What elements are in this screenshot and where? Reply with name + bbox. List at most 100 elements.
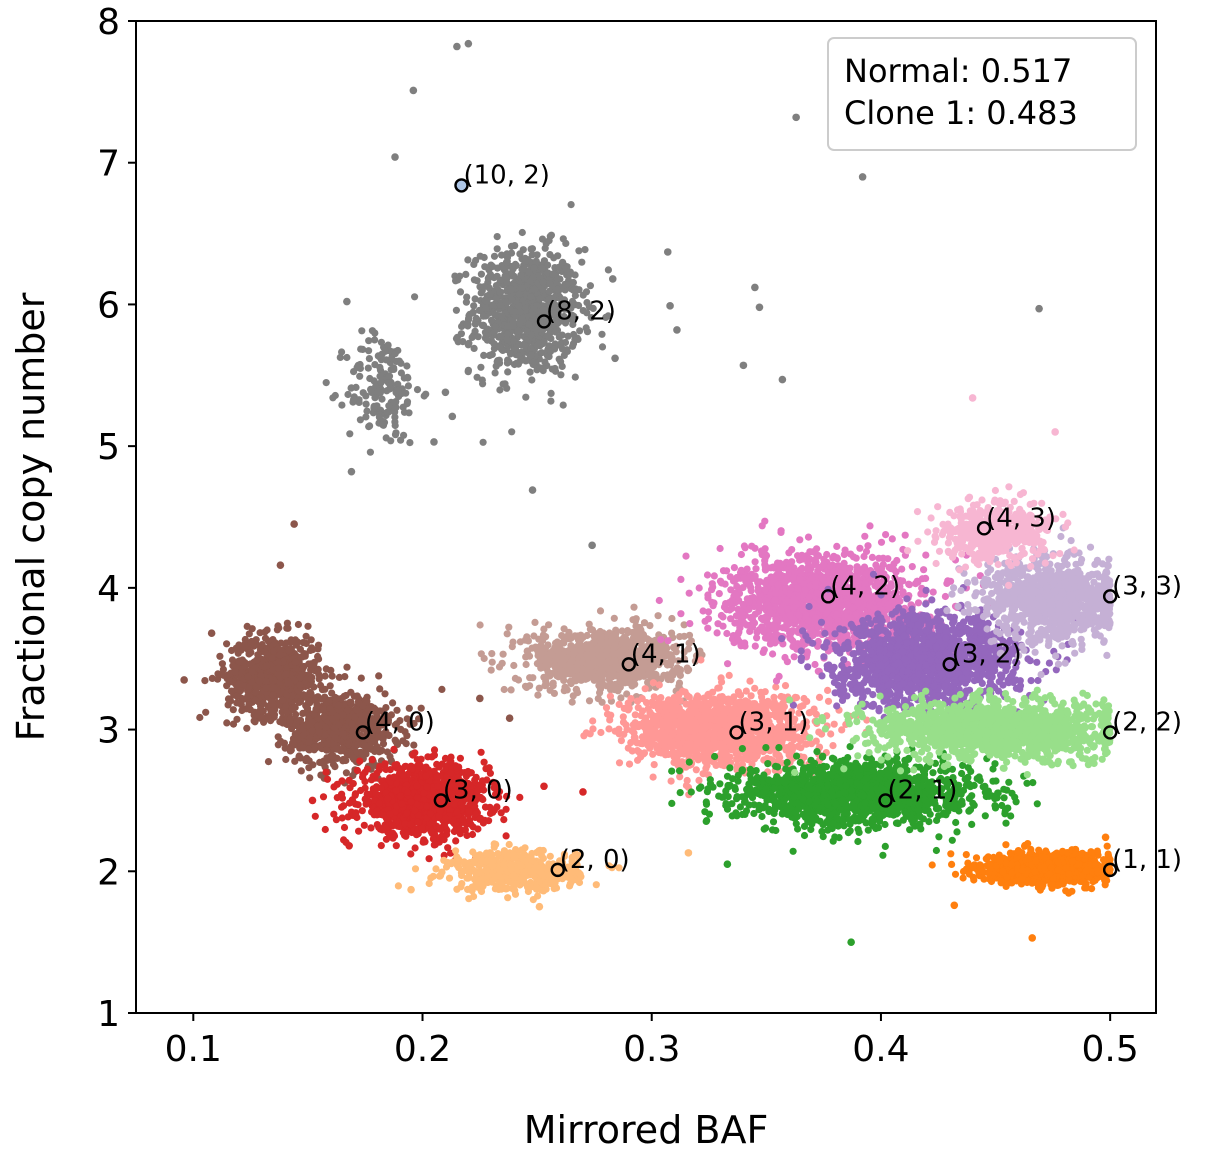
data-point	[485, 817, 493, 825]
data-point	[532, 257, 540, 265]
data-point	[507, 686, 515, 694]
data-point	[552, 664, 560, 673]
data-point	[314, 652, 322, 661]
data-point	[585, 697, 594, 705]
data-point	[438, 685, 446, 694]
data-point	[274, 622, 282, 630]
data-point	[575, 301, 583, 310]
data-point	[282, 670, 290, 678]
data-point	[546, 251, 554, 259]
data-point	[550, 300, 559, 308]
data-point	[576, 327, 584, 335]
data-point	[608, 636, 616, 644]
data-point	[537, 642, 545, 650]
data-point	[668, 629, 676, 637]
data-point	[470, 302, 478, 310]
data-point	[378, 395, 386, 403]
data-point	[391, 421, 399, 430]
data-point	[508, 428, 516, 436]
data-point	[490, 252, 499, 260]
data-point	[602, 313, 610, 321]
data-point	[490, 340, 498, 348]
data-point	[375, 672, 383, 680]
data-point	[279, 719, 287, 727]
data-point	[507, 861, 515, 869]
data-point	[488, 316, 496, 324]
data-point	[456, 825, 464, 833]
data-point	[305, 697, 313, 705]
data-point	[292, 710, 300, 719]
data-point	[403, 362, 411, 370]
data-point	[549, 270, 557, 278]
data-point	[529, 896, 537, 904]
data-point	[527, 351, 536, 359]
data-point	[473, 852, 481, 860]
data-point	[520, 265, 529, 273]
data-point	[592, 881, 600, 889]
data-point	[387, 354, 395, 363]
data-point	[507, 286, 515, 294]
data-point	[307, 675, 315, 683]
data-point	[377, 338, 385, 346]
data-point	[315, 728, 323, 736]
data-point	[504, 322, 512, 330]
data-point	[322, 723, 330, 731]
data-point	[537, 864, 545, 872]
data-point	[426, 810, 435, 818]
data-point	[547, 880, 555, 888]
data-point	[233, 715, 241, 723]
data-point	[515, 302, 523, 310]
data-point	[321, 825, 329, 834]
data-point	[511, 886, 519, 895]
data-point	[361, 795, 369, 803]
data-point	[511, 674, 519, 683]
data-point	[583, 631, 591, 640]
data-point	[362, 750, 370, 758]
data-point	[522, 257, 530, 265]
data-point	[562, 239, 570, 247]
data-point	[323, 775, 332, 783]
data-point	[329, 753, 337, 761]
data-point	[567, 304, 575, 312]
data-point	[270, 684, 278, 692]
data-point	[402, 740, 410, 748]
data-point	[604, 266, 613, 274]
data-point	[243, 724, 251, 732]
data-point	[386, 810, 394, 818]
data-point	[365, 347, 373, 355]
data-point	[404, 382, 412, 390]
data-point	[413, 782, 421, 790]
data-point	[348, 720, 356, 728]
data-point	[406, 439, 414, 447]
data-point	[571, 373, 579, 381]
data-point	[354, 801, 362, 809]
data-point	[515, 290, 523, 298]
data-point	[224, 695, 233, 703]
data-point	[201, 677, 209, 685]
data-point	[495, 357, 503, 366]
data-point	[472, 314, 480, 322]
data-point	[413, 794, 421, 802]
data-point	[309, 646, 317, 654]
data-point	[394, 387, 402, 395]
data-point	[480, 758, 488, 766]
data-point	[331, 734, 339, 742]
data-point	[489, 301, 497, 309]
data-point	[544, 662, 552, 670]
data-point	[397, 359, 405, 367]
data-point	[462, 270, 470, 278]
data-point	[329, 394, 337, 402]
data-point	[265, 715, 273, 723]
data-point	[506, 350, 515, 358]
data-point	[343, 353, 351, 362]
data-point	[381, 690, 389, 698]
data-point	[376, 685, 384, 693]
data-point	[202, 708, 210, 716]
data-point	[291, 658, 300, 666]
data-point	[290, 704, 298, 712]
data-point	[457, 330, 465, 338]
data-point	[362, 392, 370, 400]
data-point	[503, 359, 511, 367]
data-point	[429, 835, 437, 843]
data-point	[503, 278, 511, 286]
